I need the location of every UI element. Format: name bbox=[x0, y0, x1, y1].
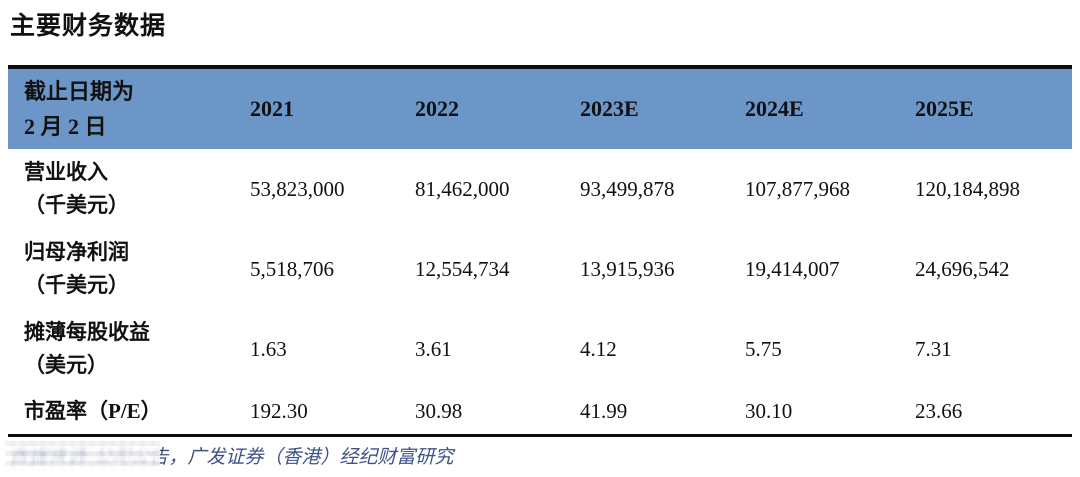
column-header-2024e: 2024E bbox=[745, 96, 804, 121]
row-label-line1: 摊薄每股收益 bbox=[24, 320, 150, 345]
cell-value: 93,499,878 bbox=[580, 176, 675, 201]
cell-value: 3.61 bbox=[415, 336, 452, 361]
table-header-row: 截止日期为 2 月 2 日 2021 2022 2023E 2024E 2025… bbox=[8, 69, 1072, 149]
table-row-diluted-eps: 摊薄每股收益 （美元） 1.63 3.61 4.12 5.75 7.31 bbox=[8, 309, 1072, 389]
cell-value: 12,554,734 bbox=[415, 256, 510, 281]
cell-value: 192.30 bbox=[250, 399, 308, 423]
row-label-line1: 市盈率（P/E） bbox=[24, 399, 162, 424]
page-title: 主要财务数据 bbox=[10, 13, 167, 40]
column-header-2021: 2021 bbox=[250, 96, 294, 121]
table-row-pe-ratio: 市盈率（P/E） 192.30 30.98 41.99 30.10 23.66 bbox=[8, 389, 1072, 434]
row-label: 归母净利润 （千美元） bbox=[8, 236, 250, 301]
cell-value: 7.31 bbox=[915, 336, 952, 361]
cell-value: 23.66 bbox=[915, 399, 963, 423]
header-date-label-line1: 截止日期为 bbox=[24, 78, 135, 104]
table-row-revenue: 营业收入 （千美元） 53,823,000 81,462,000 93,499,… bbox=[8, 149, 1072, 229]
financial-data-table: 截止日期为 2 月 2 日 2021 2022 2023E 2024E 2025… bbox=[8, 65, 1072, 437]
row-label-line2: （千美元） bbox=[24, 273, 129, 297]
header-date-label: 截止日期为 2 月 2 日 bbox=[8, 74, 250, 144]
cell-value: 1.63 bbox=[250, 336, 287, 361]
data-source-note: 数据来源:公司公告，广发证券（香港）经纪财富研究 bbox=[5, 439, 650, 471]
cell-value: 13,915,936 bbox=[580, 256, 675, 281]
cell-value: 81,462,000 bbox=[415, 176, 510, 201]
row-label-line2: （美元） bbox=[24, 353, 108, 377]
table-row-net-profit: 归母净利润 （千美元） 5,518,706 12,554,734 13,915,… bbox=[8, 229, 1072, 309]
row-label: 营业收入 （千美元） bbox=[8, 156, 250, 221]
cell-value: 5.75 bbox=[745, 336, 782, 361]
column-header-2025e: 2025E bbox=[915, 96, 974, 121]
cell-value: 24,696,542 bbox=[915, 256, 1010, 281]
cell-value: 120,184,898 bbox=[915, 176, 1020, 201]
cell-value: 30.10 bbox=[745, 399, 793, 423]
row-label-line2: （千美元） bbox=[24, 193, 129, 217]
cell-value: 41.99 bbox=[580, 399, 628, 423]
cell-value: 5,518,706 bbox=[250, 256, 334, 281]
header-date-label-line2: 2 月 2 日 bbox=[24, 114, 107, 139]
data-source-text: 数据来源:公司公告，广发证券（香港）经纪财富研究 bbox=[10, 447, 454, 468]
cell-value: 19,414,007 bbox=[745, 256, 840, 281]
cell-value: 107,877,968 bbox=[745, 176, 850, 201]
cell-value: 4.12 bbox=[580, 336, 617, 361]
column-header-2023e: 2023E bbox=[580, 96, 639, 121]
row-label: 摊薄每股收益 （美元） bbox=[8, 316, 250, 381]
cell-value: 30.98 bbox=[415, 399, 463, 423]
row-label: 市盈率（P/E） bbox=[8, 395, 250, 428]
cell-value: 53,823,000 bbox=[250, 176, 345, 201]
column-header-2022: 2022 bbox=[415, 96, 459, 121]
row-label-line1: 营业收入 bbox=[24, 160, 108, 185]
row-label-line1: 归母净利润 bbox=[24, 240, 129, 265]
